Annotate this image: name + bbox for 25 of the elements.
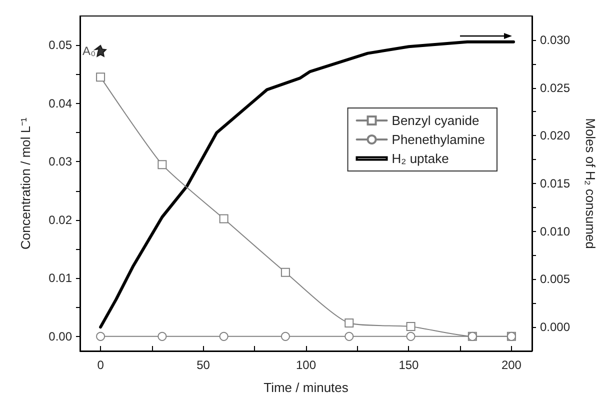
- y-tick-label: 0.01: [48, 271, 72, 286]
- x-tick-label: 150: [398, 358, 420, 372]
- legend-label: Phenethylamine: [392, 132, 486, 147]
- x-tick-label: 200: [501, 358, 522, 372]
- legend-label: H₂ uptake: [392, 151, 449, 166]
- y2-tick-label: 0.030: [540, 32, 570, 47]
- legend-label: Benzyl cyanide: [392, 113, 480, 128]
- y-tick-label: 0.03: [48, 154, 72, 169]
- y-tick-label: 0.05: [48, 38, 72, 52]
- y2-tick-label: 0.010: [540, 224, 570, 238]
- y2-tick-label: 0.000: [540, 320, 570, 334]
- y2-tick-label: 0.005: [540, 272, 570, 286]
- y-tick-label: 0.00: [48, 329, 72, 344]
- x-axis-title: Time / minutes: [264, 380, 349, 395]
- x-tick-label: 0: [97, 358, 104, 372]
- annotation: A₀: [82, 44, 96, 58]
- y-tick-label: 0.04: [48, 96, 72, 110]
- y2-tick-label: 0.020: [540, 128, 570, 143]
- y-tick-label: 0.02: [48, 212, 72, 227]
- x-tick-label: 100: [296, 358, 316, 372]
- y2-tick-label: 0.015: [540, 176, 570, 190]
- y2-axis-title: Moles of H₂ consumed: [583, 118, 598, 249]
- y2-tick-label: 0.025: [540, 80, 570, 95]
- x-tick-label: 50: [196, 358, 210, 372]
- y-axis-title: Concentration / mol L⁻¹: [18, 116, 33, 250]
